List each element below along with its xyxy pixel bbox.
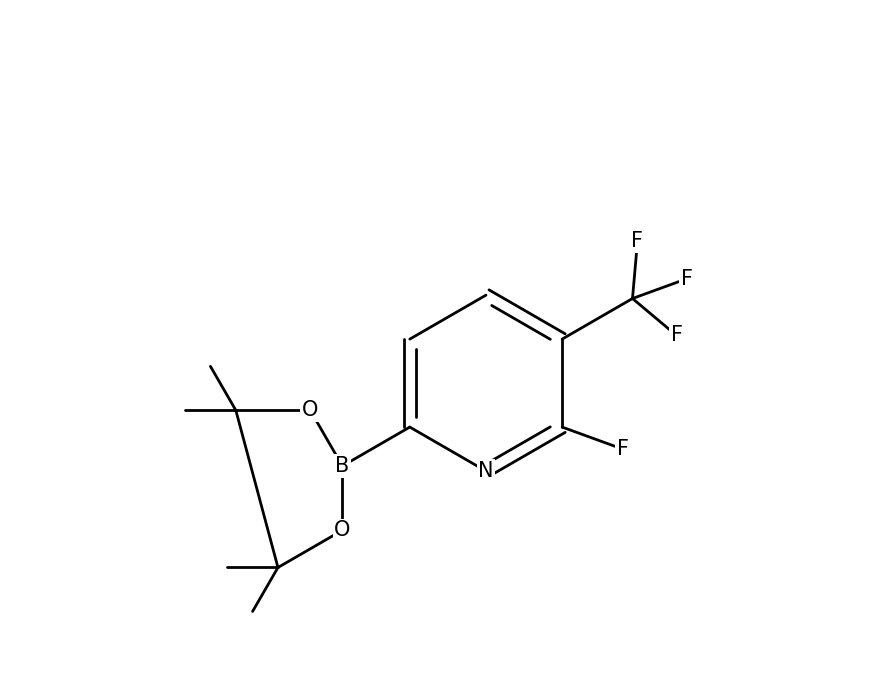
Text: F: F — [671, 325, 682, 345]
Text: F: F — [616, 439, 629, 459]
Text: F: F — [631, 232, 644, 251]
Text: F: F — [681, 269, 692, 289]
Text: O: O — [334, 521, 351, 540]
Text: B: B — [335, 456, 349, 476]
Text: O: O — [302, 400, 318, 421]
Text: N: N — [478, 461, 494, 481]
